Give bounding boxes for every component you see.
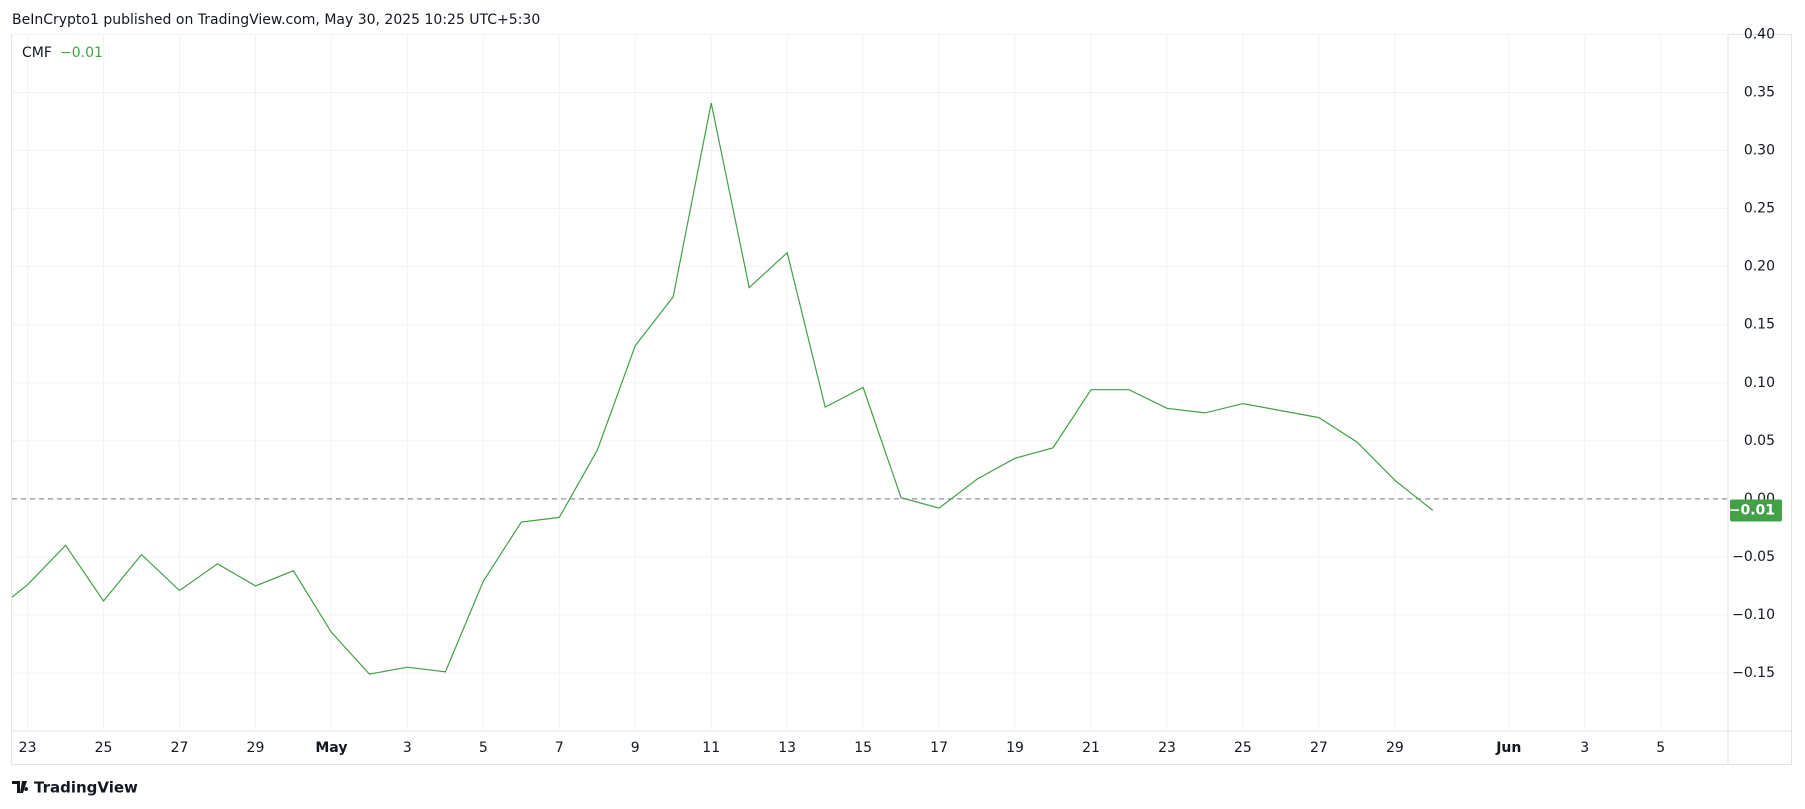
y-tick-label: −0.05	[1732, 549, 1775, 565]
x-tick-label: 13	[778, 740, 796, 756]
x-tick-label: 29	[1386, 740, 1404, 756]
x-tick-label: 7	[555, 740, 564, 756]
y-tick-label: 0.30	[1744, 143, 1775, 159]
x-tick-label: 29	[247, 740, 265, 756]
y-tick-label: 0.20	[1744, 259, 1775, 275]
x-tick-label: 5	[479, 740, 488, 756]
x-tick-label: 3	[1580, 740, 1589, 756]
y-tick-label: 0.40	[1744, 27, 1775, 43]
y-tick-label: −0.10	[1732, 607, 1775, 623]
legend-name: CMF	[22, 45, 52, 61]
price-tag-label: −0.01	[1729, 502, 1775, 518]
footer: TradingView	[34, 779, 138, 797]
x-tick-label: 15	[854, 740, 872, 756]
y-tick-label: 0.15	[1744, 317, 1775, 333]
x-tick-label: Jun	[1495, 740, 1521, 756]
legend-value: −0.01	[60, 45, 103, 61]
x-tick-label: May	[315, 740, 347, 756]
tradingview-logo	[12, 781, 29, 793]
x-tick-label: 23	[19, 740, 37, 756]
y-tick-label: −0.15	[1732, 665, 1775, 681]
y-tick-label: 0.05	[1744, 433, 1775, 449]
x-tick-label: 17	[930, 740, 948, 756]
chart-frame	[11, 34, 1792, 765]
x-tick-label: 23	[1158, 740, 1176, 756]
x-tick-label: 25	[95, 740, 113, 756]
x-tick-label: 27	[171, 740, 189, 756]
y-tick-label: 0.10	[1744, 375, 1775, 391]
header: BeInCrypto1 published on TradingView.com…	[12, 12, 540, 28]
x-tick-label: 9	[631, 740, 640, 756]
x-tick-label: 21	[1082, 740, 1100, 756]
price-tag	[1730, 499, 1782, 522]
x-tick-label: 19	[1006, 740, 1024, 756]
x-tick-label: 25	[1234, 740, 1252, 756]
x-tick-label: 3	[403, 740, 412, 756]
y-tick-label: 0.35	[1744, 85, 1775, 101]
y-tick-label: 0.25	[1744, 201, 1775, 217]
cmf-line	[12, 102, 1434, 675]
x-tick-label: 11	[702, 740, 720, 756]
x-tick-label: 5	[1656, 740, 1665, 756]
x-tick-label: 27	[1310, 740, 1328, 756]
